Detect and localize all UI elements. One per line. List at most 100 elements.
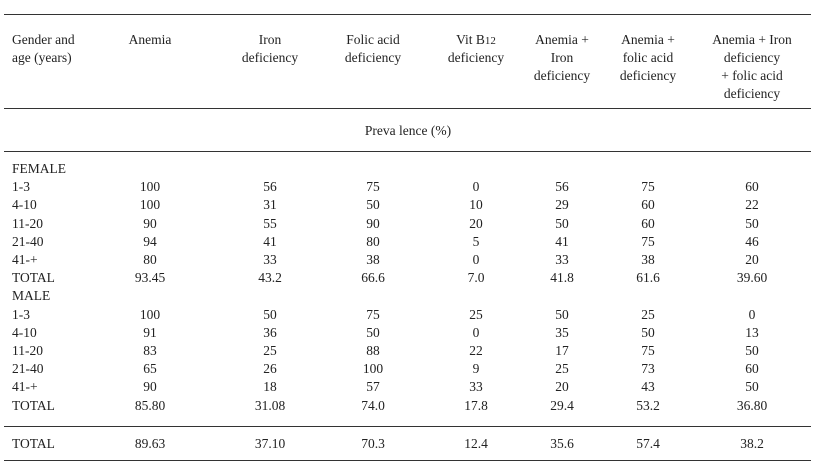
data-cell: 5 <box>472 233 480 249</box>
data-cell: 94 <box>143 233 157 249</box>
data-cell: 36 <box>263 324 277 340</box>
data-cell: 91 <box>143 324 157 340</box>
bottom-rule <box>4 460 811 461</box>
row-label: TOTAL <box>12 397 55 413</box>
data-cell: 60 <box>641 215 655 231</box>
data-cell: 80 <box>143 252 157 267</box>
data-cell: 25 <box>469 306 483 322</box>
data-cell: 38 <box>366 252 380 267</box>
data-cell: 56 <box>263 179 277 195</box>
data-cell: 100 <box>362 361 384 377</box>
data-cell: 50 <box>366 324 380 340</box>
row-label: 1-3 <box>12 306 30 322</box>
data-cell: 60 <box>745 361 759 377</box>
data-cell: 50 <box>641 324 655 340</box>
data-cell: 65 <box>143 361 157 377</box>
data-cell: 25 <box>641 306 655 322</box>
row-label: 4-10 <box>12 324 37 340</box>
grand-total-cell: 37.10 <box>254 436 286 451</box>
data-cell: 20 <box>745 252 759 267</box>
vit-b12-subscript: 12 <box>484 35 496 47</box>
row-label: 41-+ <box>12 252 38 267</box>
data-cell: 33 <box>469 379 483 395</box>
data-cell: 50 <box>745 379 759 395</box>
data-cell: 80 <box>366 233 380 249</box>
data-cell: 88 <box>366 343 380 358</box>
data-cell: 17.8 <box>464 397 488 413</box>
data-cell: 53.2 <box>636 397 660 413</box>
column-header-line: Anemia + <box>535 32 589 47</box>
data-cell: 0 <box>748 306 756 322</box>
data-cell: 29.4 <box>550 397 574 413</box>
data-cell: 90 <box>366 215 380 231</box>
column-header-line: deficiency <box>533 68 591 83</box>
column-header-line: folic acid <box>622 50 674 65</box>
data-cell: 38 <box>641 252 655 267</box>
data-cell: 85.80 <box>134 397 166 413</box>
data-cell: 0 <box>472 252 480 267</box>
grand-total-cell: 38.2 <box>740 436 764 451</box>
column-header-line: deficiency <box>723 50 781 65</box>
data-cell: 56 <box>555 179 569 195</box>
section-title: MALE <box>12 288 51 304</box>
data-cell: 25 <box>263 343 277 358</box>
data-cell: 20 <box>555 379 569 395</box>
row-label: 4-10 <box>12 197 37 213</box>
data-cell: 83 <box>143 343 157 358</box>
data-cell: 29 <box>555 197 569 213</box>
data-cell: 55 <box>263 215 277 231</box>
column-header-line: deficiency <box>241 50 299 65</box>
data-cell: 41.8 <box>550 270 574 286</box>
data-cell: 50 <box>745 215 759 231</box>
data-cell: 50 <box>263 306 277 322</box>
data-cell: 22 <box>745 197 759 213</box>
column-header-line: deficiency <box>723 86 781 101</box>
data-cell: 60 <box>641 197 655 213</box>
row-label: 21-40 <box>12 361 44 377</box>
data-cell: 35 <box>555 324 569 340</box>
data-cell: 39.60 <box>736 270 768 286</box>
section-title: FEMALE <box>12 161 66 176</box>
row-label: TOTAL <box>12 270 55 286</box>
column-header-line: deficiency <box>619 68 677 83</box>
data-cell: 75 <box>366 179 380 195</box>
data-cell: 13 <box>745 324 759 340</box>
column-header-line: deficiency <box>447 50 505 65</box>
data-cell: 50 <box>745 343 759 358</box>
data-cell: 50 <box>555 215 569 231</box>
data-cell: 36.80 <box>736 397 768 413</box>
data-cell: 22 <box>469 343 483 358</box>
grand-total-label: TOTAL <box>12 436 55 451</box>
grand-total-cell: 35.6 <box>550 436 574 451</box>
data-cell: 75 <box>641 343 655 358</box>
column-header-line: Folic acid <box>346 32 400 47</box>
data-cell: 46 <box>745 233 759 249</box>
header-gender-age-line: age (years) <box>12 50 72 65</box>
data-cell: 73 <box>641 361 655 377</box>
data-cell: 43 <box>641 379 655 395</box>
grand-total-cell: 12.4 <box>464 436 488 451</box>
top-rule <box>4 14 811 15</box>
data-cell: 75 <box>641 233 655 249</box>
header-rule <box>4 108 811 109</box>
data-cell: 17 <box>555 343 569 358</box>
data-cell: 9 <box>472 361 480 377</box>
row-label: 41-+ <box>12 379 38 395</box>
data-cell: 43.2 <box>258 270 282 286</box>
data-cell: 66.6 <box>361 270 385 286</box>
data-cell: 75 <box>641 179 655 195</box>
data-cell: 74.0 <box>361 397 385 413</box>
row-label: 11-20 <box>12 215 43 231</box>
column-header-line: Vit B12 <box>456 32 496 47</box>
data-cell: 25 <box>555 361 569 377</box>
column-header-line: Iron <box>550 50 574 65</box>
data-cell: 0 <box>472 179 480 195</box>
data-cell: 57 <box>366 379 380 395</box>
row-label: 21-40 <box>12 233 44 249</box>
data-cell: 33 <box>263 252 277 267</box>
subheader-rule <box>4 151 811 152</box>
data-cell: 100 <box>139 306 161 322</box>
data-cell: 31 <box>263 197 277 213</box>
column-header-line: Anemia <box>128 32 172 47</box>
grand-total-cell: 70.3 <box>361 436 385 451</box>
